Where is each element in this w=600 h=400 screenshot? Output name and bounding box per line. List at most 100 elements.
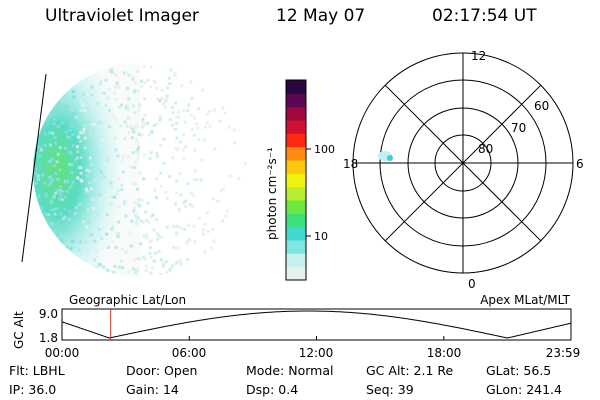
uv-pixel — [139, 84, 143, 88]
uv-pixel — [36, 144, 40, 148]
uv-pixel — [164, 99, 168, 103]
uv-pixel — [57, 102, 61, 106]
polar-diagonal-b — [384, 84, 542, 242]
uv-pixel — [53, 118, 57, 122]
uv-pixel — [75, 115, 78, 119]
uv-pixel — [90, 163, 94, 167]
uv-pixel — [81, 102, 85, 106]
uv-pixel — [127, 73, 131, 77]
uv-pixel — [142, 255, 146, 259]
status-gain: Gain: 14 — [126, 382, 179, 397]
uv-pixel — [140, 198, 144, 202]
uv-pixel — [135, 138, 138, 142]
uv-pixel — [71, 90, 75, 93]
uv-pixel — [76, 145, 79, 149]
uv-pixel — [67, 150, 71, 154]
uv-pixel — [141, 220, 145, 224]
uv-pixel — [97, 233, 101, 237]
uv-pixel — [91, 264, 95, 268]
uv-pixel — [90, 85, 94, 89]
uv-pixel — [237, 176, 241, 180]
uv-pixel — [195, 122, 199, 126]
uv-pixel — [41, 173, 45, 177]
uv-pixel — [96, 121, 100, 125]
uv-pixel — [137, 133, 141, 136]
uv-pixel — [182, 148, 185, 152]
uv-pixel — [55, 207, 59, 211]
uv-pixel — [61, 217, 65, 221]
uv-pixel — [98, 144, 102, 148]
uv-pixel — [74, 206, 78, 210]
uv-pixel — [212, 108, 216, 112]
uv-pixel — [144, 210, 148, 214]
uv-pixel — [155, 86, 159, 90]
uv-pixel — [191, 127, 195, 131]
uv-pixel — [133, 111, 137, 115]
uv-pixel — [224, 214, 228, 218]
uv-pixel — [44, 192, 48, 196]
uv-pixel — [126, 155, 130, 159]
uv-pixel — [122, 154, 126, 158]
uv-pixel — [48, 223, 52, 227]
uv-pixel — [65, 246, 69, 250]
uv-pixel — [175, 115, 179, 119]
uv-pixel — [101, 113, 105, 117]
uv-pixel — [186, 109, 190, 113]
uv-pixel — [155, 177, 159, 181]
uv-pixel — [114, 73, 118, 77]
uv-pixel — [105, 232, 109, 236]
uv-pixel — [178, 258, 182, 262]
uv-pixel — [171, 123, 174, 127]
uv-pixel — [177, 116, 181, 120]
uv-pixel — [124, 103, 128, 107]
uv-pixel — [183, 227, 187, 231]
uv-pixel — [120, 159, 124, 163]
polar-lat-60: 60 — [534, 99, 549, 113]
uv-pixel — [171, 106, 174, 110]
uv-pixel — [136, 142, 140, 145]
uv-pixel — [55, 160, 59, 164]
uv-pixel — [69, 247, 73, 250]
uv-pixel — [114, 85, 118, 89]
uv-pixel — [232, 128, 236, 132]
uv-pixel — [68, 186, 72, 190]
uv-pixel — [145, 236, 149, 240]
uv-pixel — [148, 246, 152, 250]
uv-pixel — [111, 240, 115, 244]
uv-pixel — [34, 171, 37, 175]
uv-pixel — [71, 240, 75, 244]
uv-pixel — [208, 124, 212, 128]
uv-pixel — [149, 151, 153, 155]
uv-pixel — [139, 171, 142, 175]
uv-pixel — [206, 112, 210, 116]
uv-pixel — [44, 212, 48, 216]
uv-pixel — [152, 259, 156, 263]
uv-pixel — [174, 191, 178, 195]
colorbar-swatch — [286, 213, 306, 228]
uv-pixel — [159, 273, 162, 276]
uv-pixel — [112, 270, 116, 274]
uv-pixel — [108, 87, 111, 91]
uv-pixel — [132, 206, 136, 210]
uv-pixel — [70, 124, 74, 128]
uv-pixel — [212, 197, 215, 201]
uv-pixel — [36, 174, 40, 178]
uv-pixel — [87, 93, 91, 97]
uv-pixel — [40, 206, 44, 210]
colorbar-swatch — [286, 93, 306, 108]
uv-pixel — [81, 104, 85, 108]
uv-pixel — [108, 124, 112, 128]
uv-pixel — [38, 154, 42, 158]
uv-pixel — [127, 131, 131, 135]
uv-pixel — [232, 141, 236, 145]
uv-pixel — [93, 122, 96, 126]
uv-pixel — [171, 224, 175, 228]
uv-pixel — [61, 189, 65, 193]
uv-pixel — [64, 130, 68, 134]
uv-pixel — [159, 117, 162, 121]
uv-pixel — [93, 90, 97, 94]
uv-pixel — [178, 140, 182, 144]
uv-pixel — [74, 157, 77, 161]
uv-pixel — [124, 106, 128, 110]
colorbar-swatch — [286, 200, 306, 214]
